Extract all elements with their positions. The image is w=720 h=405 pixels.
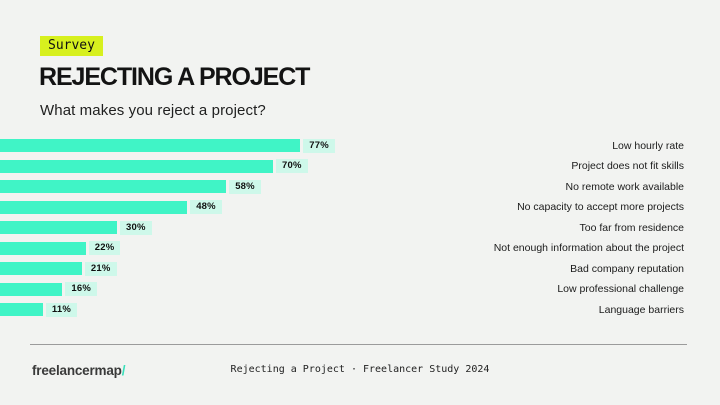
logo-text: freelancermap: [32, 363, 122, 378]
bar-value-label: 21%: [84, 261, 117, 276]
bar-row: 21% Bad company reputation: [0, 261, 720, 276]
bar-value-label: 22%: [88, 241, 121, 255]
footer-divider: [30, 344, 687, 345]
logo-slash-icon: /: [121, 363, 126, 378]
bar: [0, 159, 273, 173]
footer-caption: Rejecting a Project · Freelancer Study 2…: [230, 364, 490, 375]
bar-row: 70% Project does not fit skills: [0, 159, 720, 173]
bar-value-label: 16%: [65, 282, 98, 296]
page-title: REJECTING A PROJECT: [39, 63, 310, 91]
bar: [0, 282, 63, 296]
bar-value-label: 48%: [190, 200, 222, 214]
bar-category-label: Not enough information about the project: [493, 242, 684, 254]
bar: [0, 180, 227, 193]
bar-category-label: No capacity to accept more projects: [517, 201, 684, 213]
bar-row: 77% Low hourly rate: [0, 138, 720, 153]
bar: [0, 221, 117, 234]
bar-value-label: 77%: [303, 138, 335, 153]
bar-category-label: No remote work available: [565, 180, 684, 193]
bar-value-label: 30%: [120, 220, 152, 235]
bar-row: 30% Too far from residence: [0, 220, 720, 235]
bar-row: 58% No remote work available: [0, 179, 720, 194]
bar-category-label: Low hourly rate: [612, 139, 684, 152]
bar-value-label: 58%: [229, 179, 261, 194]
bar: [0, 303, 43, 316]
freelancermap-logo: freelancermap/: [32, 363, 125, 378]
chart-question-subtitle: What makes you reject a project?: [40, 102, 266, 119]
bar-category-label: Bad company reputation: [570, 262, 684, 275]
bar-value-label: 11%: [45, 302, 77, 317]
bar-chart: 77% Low hourly rate 70% Project does not…: [0, 138, 720, 324]
bar: [0, 241, 86, 255]
bar-category-label: Too far from residence: [579, 221, 684, 234]
bar-row: 16% Low professional challenge: [0, 282, 720, 296]
survey-badge: Survey: [40, 36, 103, 56]
bar-row: 11% Language barriers: [0, 302, 720, 317]
bar: [0, 200, 188, 214]
bar: [0, 262, 82, 275]
bar-category-label: Project does not fit skills: [571, 160, 684, 172]
bar-category-label: Language barriers: [598, 303, 684, 316]
bar-row: 48% No capacity to accept more projects: [0, 200, 720, 214]
bar-value-label: 70%: [276, 159, 308, 173]
bar: [0, 139, 301, 152]
bar-row: 22% Not enough information about the pro…: [0, 241, 720, 255]
bar-category-label: Low professional challenge: [557, 283, 684, 295]
